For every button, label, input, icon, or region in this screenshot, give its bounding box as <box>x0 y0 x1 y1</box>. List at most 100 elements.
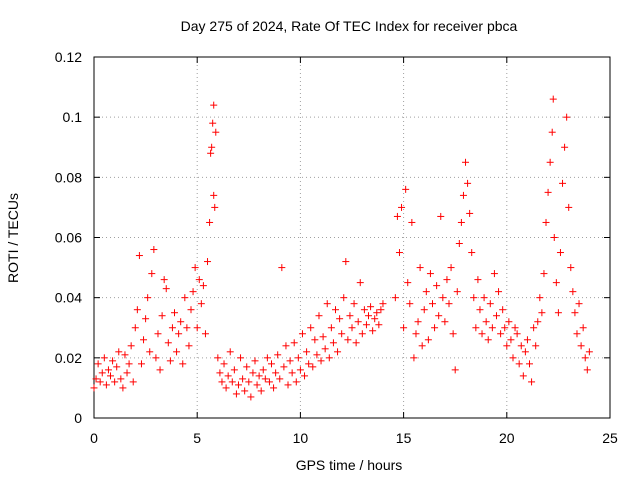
data-point-marker <box>272 369 280 377</box>
x-axis-label: GPS time / hours <box>296 457 403 473</box>
data-point-marker <box>193 324 201 332</box>
data-point-marker <box>323 300 331 308</box>
data-point-marker <box>414 318 422 326</box>
data-point-marker <box>245 378 253 386</box>
data-point-marker <box>189 288 197 296</box>
data-point-marker <box>509 354 517 362</box>
data-point-marker <box>549 95 557 103</box>
data-point-marker <box>164 339 172 347</box>
data-point-marker <box>214 354 222 362</box>
data-point-marker <box>135 252 143 260</box>
x-tick-label: 25 <box>602 430 618 446</box>
data-point-marker <box>474 276 482 284</box>
data-point-marker <box>317 357 325 365</box>
data-point-marker <box>140 336 148 344</box>
data-point-marker <box>305 360 313 368</box>
data-point-marker <box>148 270 156 278</box>
data-point-marker <box>422 288 430 296</box>
data-point-marker <box>447 264 455 272</box>
data-point-marker <box>90 384 98 392</box>
data-point-marker <box>201 330 209 338</box>
data-point-marker <box>544 188 552 196</box>
data-point-marker <box>100 354 108 362</box>
x-tick-label: 0 <box>90 430 98 446</box>
data-point-marker <box>377 306 385 314</box>
x-tick-label: 10 <box>293 430 309 446</box>
data-point-marker <box>234 381 242 389</box>
data-point-marker <box>209 119 217 127</box>
data-point-marker <box>478 330 486 338</box>
data-point-marker <box>211 203 219 211</box>
data-point-marker <box>243 363 251 371</box>
data-point-marker <box>237 354 245 362</box>
data-point-marker <box>400 324 408 332</box>
data-point-marker <box>313 351 321 359</box>
data-point-marker <box>352 339 360 347</box>
data-point-marker <box>344 336 352 344</box>
data-point-marker <box>449 330 457 338</box>
data-point-marker <box>197 300 205 308</box>
data-point-marker <box>517 342 525 350</box>
data-point-marker <box>98 369 106 377</box>
data-point-marker <box>249 369 257 377</box>
data-point-marker <box>480 294 488 302</box>
data-point-marker <box>408 218 416 226</box>
data-point-marker <box>307 324 315 332</box>
data-point-marker <box>137 360 145 368</box>
data-point-marker <box>315 312 323 320</box>
y-tick-label: 0 <box>74 410 82 426</box>
data-point-marker <box>577 342 585 350</box>
data-point-marker <box>290 339 298 347</box>
data-point-marker <box>428 300 436 308</box>
data-point-marker <box>121 351 129 359</box>
data-point-marker <box>569 288 577 296</box>
data-point-marker <box>162 285 170 293</box>
data-point-marker <box>276 375 284 383</box>
data-point-marker <box>218 378 226 386</box>
data-point-marker <box>104 366 112 374</box>
data-point-marker <box>497 330 505 338</box>
data-point-marker <box>445 300 453 308</box>
data-point-marker <box>571 309 579 317</box>
data-point-marker <box>129 378 137 386</box>
data-point-marker <box>296 366 304 374</box>
data-point-marker <box>154 330 162 338</box>
data-point-marker <box>125 360 133 368</box>
data-point-marker <box>391 294 399 302</box>
data-point-marker <box>144 294 152 302</box>
data-point-marker <box>259 366 267 374</box>
data-point-marker <box>406 300 414 308</box>
data-point-marker <box>542 218 550 226</box>
data-point-marker <box>573 330 581 338</box>
data-point-marker <box>534 318 542 326</box>
data-point-marker <box>286 357 294 365</box>
data-point-marker <box>412 330 420 338</box>
data-point-marker <box>492 312 500 320</box>
data-point-marker <box>468 249 476 257</box>
data-point-marker <box>226 348 234 356</box>
data-point-marker <box>311 336 319 344</box>
data-point-marker <box>453 288 461 296</box>
data-point-marker <box>395 249 403 257</box>
data-point-marker <box>402 185 410 193</box>
data-point-marker <box>455 240 463 248</box>
data-point-marker <box>185 342 193 350</box>
data-point-marker <box>152 354 160 362</box>
data-point-marker <box>109 357 117 365</box>
data-point-marker <box>362 321 370 329</box>
data-point-marker <box>204 258 212 266</box>
data-point-marker <box>309 363 317 371</box>
data-point-marker <box>111 378 119 386</box>
data-point-marker <box>113 363 121 371</box>
data-point-marker <box>292 378 300 386</box>
data-point-marker <box>123 369 131 377</box>
data-point-marker <box>253 381 261 389</box>
data-point-marker <box>457 218 465 226</box>
y-tick-label: 0.08 <box>55 169 82 185</box>
data-point-marker <box>526 360 534 368</box>
data-point-marker <box>210 191 218 199</box>
data-point-marker <box>160 276 168 284</box>
